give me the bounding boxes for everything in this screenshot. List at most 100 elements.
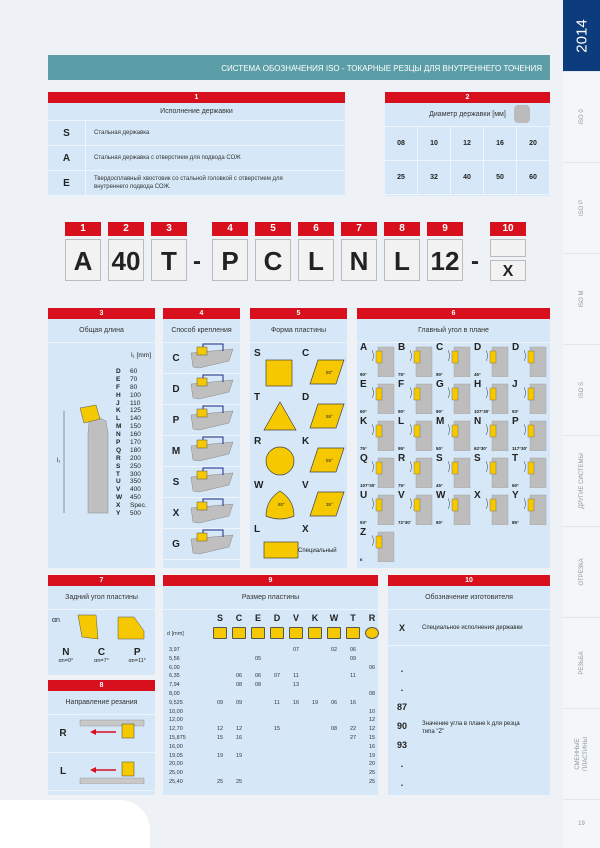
length-value: 200 bbox=[130, 454, 141, 462]
clearance-value: αn=7° bbox=[94, 658, 109, 664]
approach-angle-item: X bbox=[474, 490, 512, 526]
sidebar-tab[interactable]: ISO S bbox=[563, 345, 600, 436]
code-letter: E bbox=[48, 171, 86, 195]
insert-size-value: 15 bbox=[273, 726, 281, 733]
insert-size-value: 19 bbox=[311, 699, 319, 706]
length-code: R bbox=[116, 454, 121, 462]
length-value: 110 bbox=[130, 399, 141, 407]
d-value: 6,35 bbox=[169, 673, 180, 680]
insert-type-header: R bbox=[368, 613, 376, 623]
holder-icon bbox=[521, 382, 548, 419]
clearance-angle-icon bbox=[77, 614, 145, 640]
angle-code: Q bbox=[360, 453, 368, 464]
length-code: S bbox=[116, 462, 121, 470]
insert-size-value: 09 bbox=[216, 699, 224, 706]
angle-value: 45° bbox=[436, 483, 443, 488]
sidebar-tab[interactable]: ISO M bbox=[563, 254, 600, 345]
holder-icon bbox=[369, 530, 396, 567]
direction-row: R bbox=[48, 715, 155, 753]
length-code: U bbox=[116, 478, 121, 486]
code-char: L bbox=[298, 239, 334, 281]
length-value: 300 bbox=[130, 470, 141, 478]
z-angle-code: . bbox=[400, 664, 404, 674]
sidebar-tab[interactable]: ДРУГИЕ СИСТЕМЫ bbox=[563, 436, 600, 527]
clamp-icon bbox=[189, 374, 235, 405]
insert-icon bbox=[365, 627, 379, 639]
insert-size-value: 16 bbox=[368, 743, 376, 750]
approach-angle-item: G 90° bbox=[436, 379, 474, 415]
d-value: 5,56 bbox=[169, 655, 180, 662]
d-value: 7,94 bbox=[169, 682, 180, 689]
sidebar-tab[interactable]: РЕЗЬБА bbox=[563, 618, 600, 709]
clearance-value: αn=0° bbox=[58, 658, 74, 664]
sidebar-tab[interactable]: СМЕННЫЕ ПЛАСТИНЫ bbox=[563, 709, 600, 800]
angle-value: 93° bbox=[360, 520, 367, 525]
d-value: 25,00 bbox=[169, 770, 183, 777]
insert-size-value: 09 bbox=[349, 655, 357, 662]
diameter-value: 32 bbox=[418, 161, 451, 195]
approach-angle-item: C 90° bbox=[436, 342, 474, 378]
clamp-code: X bbox=[172, 507, 180, 519]
angle-value: 62°30' bbox=[474, 446, 487, 451]
length-row: U 350 bbox=[116, 478, 147, 486]
insert-size-value: 27 bbox=[349, 735, 357, 741]
insert-shape-trigon: W 80° bbox=[254, 480, 298, 522]
section-number: 4 bbox=[163, 308, 240, 319]
angle-code: A bbox=[360, 342, 368, 353]
angle-code: Y bbox=[512, 490, 519, 501]
length-row: N 160 bbox=[116, 431, 147, 439]
insert-size-value: 12 bbox=[216, 726, 224, 733]
length-value: 125 bbox=[130, 407, 141, 415]
angle-code: D bbox=[512, 342, 520, 353]
shape-icon bbox=[308, 444, 348, 483]
holder-icon bbox=[483, 419, 510, 456]
insert-shape-rhombus: K 55° bbox=[302, 436, 346, 478]
section-number: 5 bbox=[250, 308, 347, 319]
length-row: E 70 bbox=[116, 376, 147, 384]
insert-type-header: E bbox=[254, 613, 261, 623]
shape-angle: 35° bbox=[326, 502, 333, 507]
sidebar-tab[interactable]: ISO 0 bbox=[563, 72, 600, 163]
length-code: L bbox=[116, 415, 120, 423]
d-value: 9,525 bbox=[169, 699, 183, 706]
position-number: 1 bbox=[65, 222, 101, 236]
sidebar-tab-label: ОТРЕЗКА bbox=[578, 558, 585, 586]
boring-bar-icon bbox=[63, 404, 109, 514]
insert-size-value: 08 bbox=[330, 726, 338, 733]
sidebar-tab[interactable]: ISO P bbox=[563, 163, 600, 254]
insert-icon bbox=[270, 627, 284, 639]
left-hand-icon bbox=[78, 754, 148, 789]
insert-size-value: 19 bbox=[216, 752, 224, 759]
length-value: 400 bbox=[130, 486, 141, 494]
approach-angle-item: F 90° bbox=[398, 379, 436, 415]
insert-size-value: 12 bbox=[368, 717, 376, 724]
code-char: A bbox=[65, 239, 101, 281]
length-code: N bbox=[116, 431, 121, 439]
holder-icon bbox=[407, 493, 434, 530]
insert-size-value: 06 bbox=[254, 673, 262, 680]
angle-code: U bbox=[360, 490, 368, 501]
insert-size-value: 11 bbox=[274, 699, 280, 706]
insert-icon bbox=[346, 627, 360, 639]
approach-angle-item: U 93° bbox=[360, 490, 398, 526]
diameter-icon bbox=[514, 105, 530, 123]
approach-angle-item: B 75° bbox=[398, 342, 436, 378]
sidebar-tab[interactable]: ОТРЕЗКА bbox=[563, 527, 600, 618]
shape-icon bbox=[308, 400, 348, 439]
shape-code: X bbox=[302, 524, 309, 535]
section-title: Задний угол пластины bbox=[48, 586, 155, 610]
insert-size-value: 20 bbox=[368, 761, 376, 768]
page-number: 19 bbox=[563, 800, 600, 848]
length-row: S 250 bbox=[116, 463, 147, 471]
year-tab[interactable]: 2014 bbox=[563, 0, 600, 72]
alpha-symbol: αn bbox=[52, 617, 60, 624]
length-value: 150 bbox=[130, 423, 141, 431]
z-angle-code: . bbox=[400, 683, 404, 693]
code-desc: Стальная державка bbox=[94, 130, 150, 136]
length-value: 140 bbox=[130, 415, 141, 423]
length-row: W 450 bbox=[116, 494, 147, 502]
length-value: 60 bbox=[130, 368, 138, 375]
